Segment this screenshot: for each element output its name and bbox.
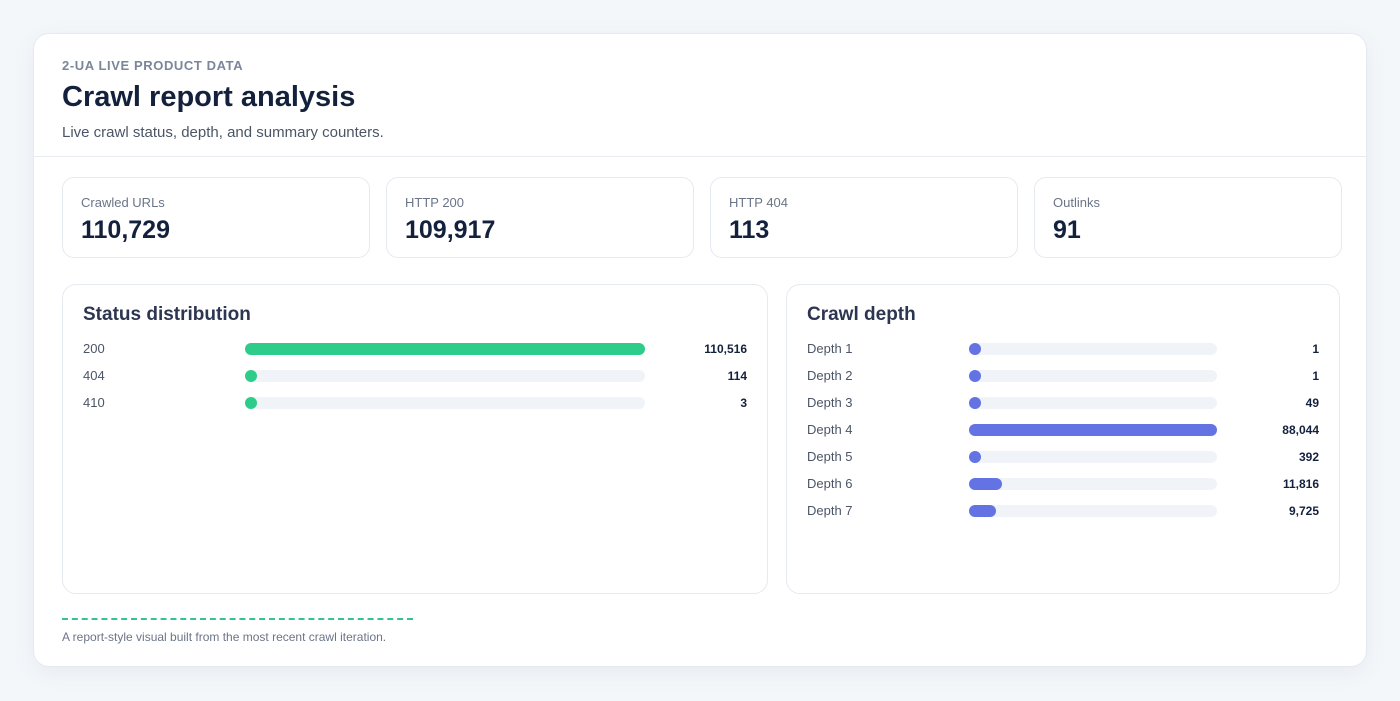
depth-bar-track <box>969 505 1217 517</box>
depth-bar-row: Depth 1 1 <box>787 341 1339 357</box>
status-value-label: 3 <box>740 396 747 410</box>
depth-bar-track <box>969 478 1217 490</box>
depth-value-label: 88,044 <box>1282 423 1319 437</box>
eyebrow-label: 2-UA LIVE PRODUCT DATA <box>62 58 244 73</box>
depth-bar-track <box>969 451 1217 463</box>
status-bar-track <box>245 397 645 409</box>
depth-category-label: Depth 2 <box>807 368 853 383</box>
depth-category-label: Depth 3 <box>807 395 853 410</box>
footer-divider <box>62 618 413 620</box>
depth-bar-track <box>969 370 1217 382</box>
status-value-label: 110,516 <box>704 342 747 356</box>
stat-label: Crawled URLs <box>81 195 165 210</box>
depth-value-label: 392 <box>1298 450 1319 464</box>
crawl-depth-title: Crawl depth <box>807 304 916 325</box>
page-subtitle: Live crawl status, depth, and summary co… <box>62 124 384 141</box>
stat-card-http-200: HTTP 200 109,917 <box>386 177 694 258</box>
depth-bar-row: Depth 3 49 <box>787 395 1339 411</box>
status-bar <box>245 397 257 409</box>
depth-bar-row: Depth 5 392 <box>787 449 1339 465</box>
status-distribution-panel: Status distribution 200 110,516 404 114 410 3 <box>62 284 768 594</box>
depth-value-label: 1 <box>1312 342 1319 356</box>
depth-bar-track <box>969 424 1217 436</box>
depth-bar <box>969 478 1003 490</box>
status-category-label: 200 <box>83 341 105 356</box>
status-category-label: 410 <box>83 395 105 410</box>
page-title: Crawl report analysis <box>62 81 356 113</box>
status-bar <box>245 343 645 355</box>
depth-bar <box>969 343 981 355</box>
depth-bar-track <box>969 397 1217 409</box>
status-bar-row: 200 110,516 <box>63 341 767 357</box>
depth-category-label: Depth 4 <box>807 422 853 437</box>
depth-bar-row: Depth 6 11,816 <box>787 476 1339 492</box>
depth-value-label: 49 <box>1305 396 1319 410</box>
stat-value: 113 <box>729 216 770 244</box>
footer-note: A report-style visual built from the mos… <box>62 630 387 644</box>
depth-value-label: 11,816 <box>1282 477 1319 491</box>
status-bar-track <box>245 343 645 355</box>
depth-category-label: Depth 7 <box>807 503 853 518</box>
status-distribution-title: Status distribution <box>83 304 251 325</box>
stat-card-http-404: HTTP 404 113 <box>710 177 1018 258</box>
status-bar-row: 410 3 <box>63 395 767 411</box>
stat-card-crawled-urls: Crawled URLs 110,729 <box>62 177 370 258</box>
summary-stats: Crawled URLs 110,729 HTTP 200 109,917 HT… <box>62 177 1342 258</box>
status-bar-track <box>245 370 645 382</box>
status-value-label: 114 <box>727 369 747 383</box>
stat-label: HTTP 404 <box>729 195 789 210</box>
report-header: 2-UA LIVE PRODUCT DATA Crawl report anal… <box>34 34 1366 157</box>
depth-bar-track <box>969 343 1217 355</box>
report-card: 2-UA LIVE PRODUCT DATA Crawl report anal… <box>33 33 1367 667</box>
stat-label: HTTP 200 <box>405 195 465 210</box>
status-bar <box>245 370 257 382</box>
stat-card-outlinks: Outlinks 91 <box>1034 177 1342 258</box>
stat-label: Outlinks <box>1053 195 1100 210</box>
depth-value-label: 9,725 <box>1288 504 1319 518</box>
depth-bar-row: Depth 2 1 <box>787 368 1339 384</box>
status-category-label: 404 <box>83 368 105 383</box>
depth-value-label: 1 <box>1312 369 1319 383</box>
depth-category-label: Depth 1 <box>807 341 853 356</box>
depth-bar <box>969 505 997 517</box>
depth-category-label: Depth 5 <box>807 449 853 464</box>
stat-value: 91 <box>1053 216 1081 244</box>
depth-bar-row: Depth 7 9,725 <box>787 503 1339 519</box>
depth-category-label: Depth 6 <box>807 476 853 491</box>
status-bar-row: 404 114 <box>63 368 767 384</box>
stat-value: 110,729 <box>81 216 170 244</box>
stat-value: 109,917 <box>405 216 496 244</box>
depth-bar <box>969 451 981 463</box>
depth-bar-row: Depth 4 88,044 <box>787 422 1339 438</box>
crawl-depth-panel: Crawl depth Depth 1 1 Depth 2 1 Depth 3 49 Dep… <box>786 284 1340 594</box>
depth-bar <box>969 370 981 382</box>
depth-bar <box>969 397 981 409</box>
depth-bar <box>969 424 1217 436</box>
